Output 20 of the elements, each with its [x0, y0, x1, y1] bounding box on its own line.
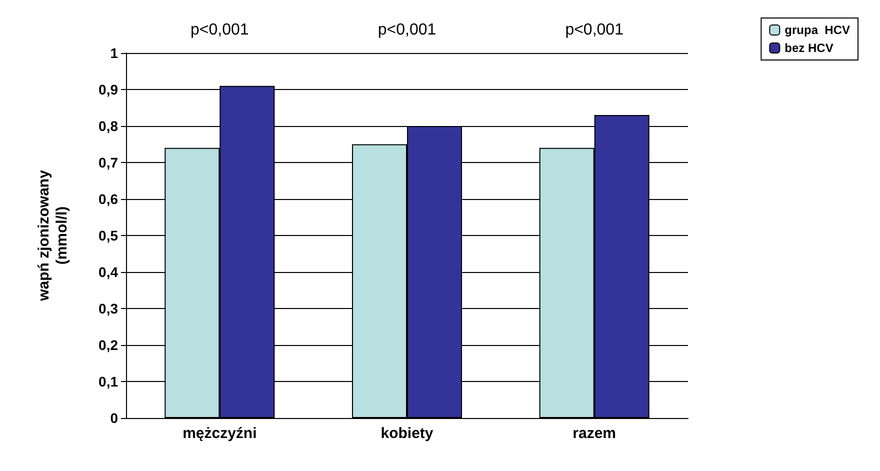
- y-tick-label: 0,5: [98, 228, 118, 244]
- y-tick-label: 0,7: [98, 154, 118, 170]
- text: p<0,001: [565, 22, 624, 38]
- text: p<0,001: [190, 22, 249, 38]
- y-tick-label: 0,6: [98, 191, 118, 207]
- legend-label: bez HCV: [784, 41, 834, 55]
- y-tick-label: 0,9: [98, 82, 118, 98]
- y-tick-label: 0,8: [98, 118, 118, 134]
- legend-label: grupa HCV: [784, 23, 850, 37]
- x-tick-label: kobiety: [380, 425, 434, 442]
- y-tick-label: 0,3: [98, 300, 118, 316]
- x-tick-label: mężczyźni: [182, 425, 257, 442]
- y-axis-title: wapń zjonizowany (mmol/l): [36, 169, 70, 302]
- y-tick-label: 0,1: [98, 374, 118, 390]
- x-tick-label: razem: [572, 425, 616, 442]
- y-tick-label: 0: [110, 410, 118, 426]
- y-tick-label: 0,4: [98, 264, 118, 280]
- text: p<0,001: [378, 22, 436, 38]
- y-tick-label: 0,2: [98, 337, 118, 353]
- y-tick-label: 1: [110, 45, 118, 61]
